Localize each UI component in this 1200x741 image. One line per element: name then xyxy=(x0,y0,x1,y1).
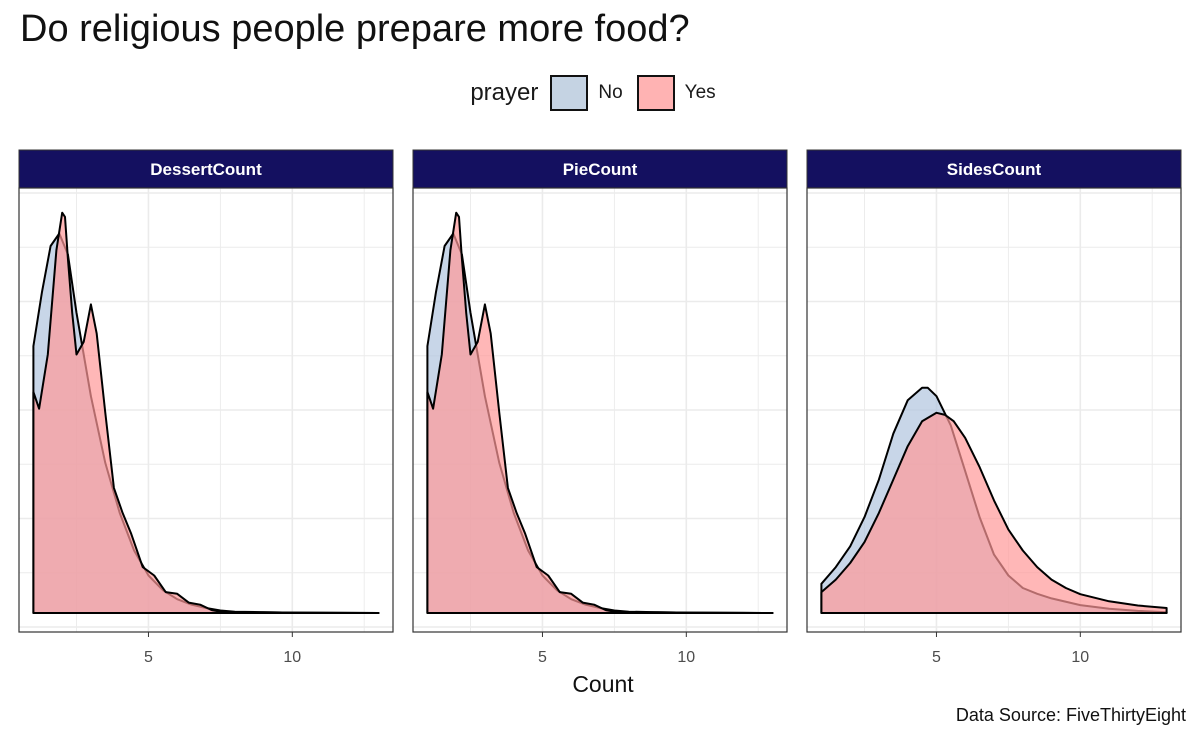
legend-item-no: No xyxy=(550,75,623,111)
x-tick-label: 5 xyxy=(538,649,547,666)
legend-label-no: No xyxy=(598,82,623,103)
legend-key-no xyxy=(550,75,589,111)
density-yes-sidescount xyxy=(820,411,1168,614)
panel-border-sidescount xyxy=(806,187,1182,633)
strip-label-dessertcount: DessertCount xyxy=(150,160,262,179)
data-source-caption: Data Source: FiveThirtyEight xyxy=(955,705,1186,725)
density-yes-piecount xyxy=(426,211,774,614)
legend-title: prayer xyxy=(470,79,539,106)
panel-border-dessertcount xyxy=(18,187,394,633)
strip-dessertcount xyxy=(18,149,394,189)
strip-label-piecount: PieCount xyxy=(563,160,638,179)
strip-piecount xyxy=(412,149,788,189)
chart-title: Do religious people prepare more food? xyxy=(20,8,690,50)
x-axis-title: Count xyxy=(572,671,634,697)
x-tick-label: 10 xyxy=(283,649,301,666)
x-tick-label: 10 xyxy=(1071,649,1089,666)
legend-label-yes: Yes xyxy=(684,82,716,103)
panel-border-piecount xyxy=(412,187,788,633)
legend-key-yes xyxy=(636,75,675,111)
x-tick-label: 10 xyxy=(677,649,695,666)
legend-item-yes: Yes xyxy=(636,75,716,111)
x-tick-label: 5 xyxy=(932,649,941,666)
legend: prayer No Yes xyxy=(0,72,1200,114)
x-tick-label: 5 xyxy=(144,649,153,666)
density-yes-dessertcount xyxy=(32,211,380,614)
strip-label-sidescount: SidesCount xyxy=(947,160,1042,179)
